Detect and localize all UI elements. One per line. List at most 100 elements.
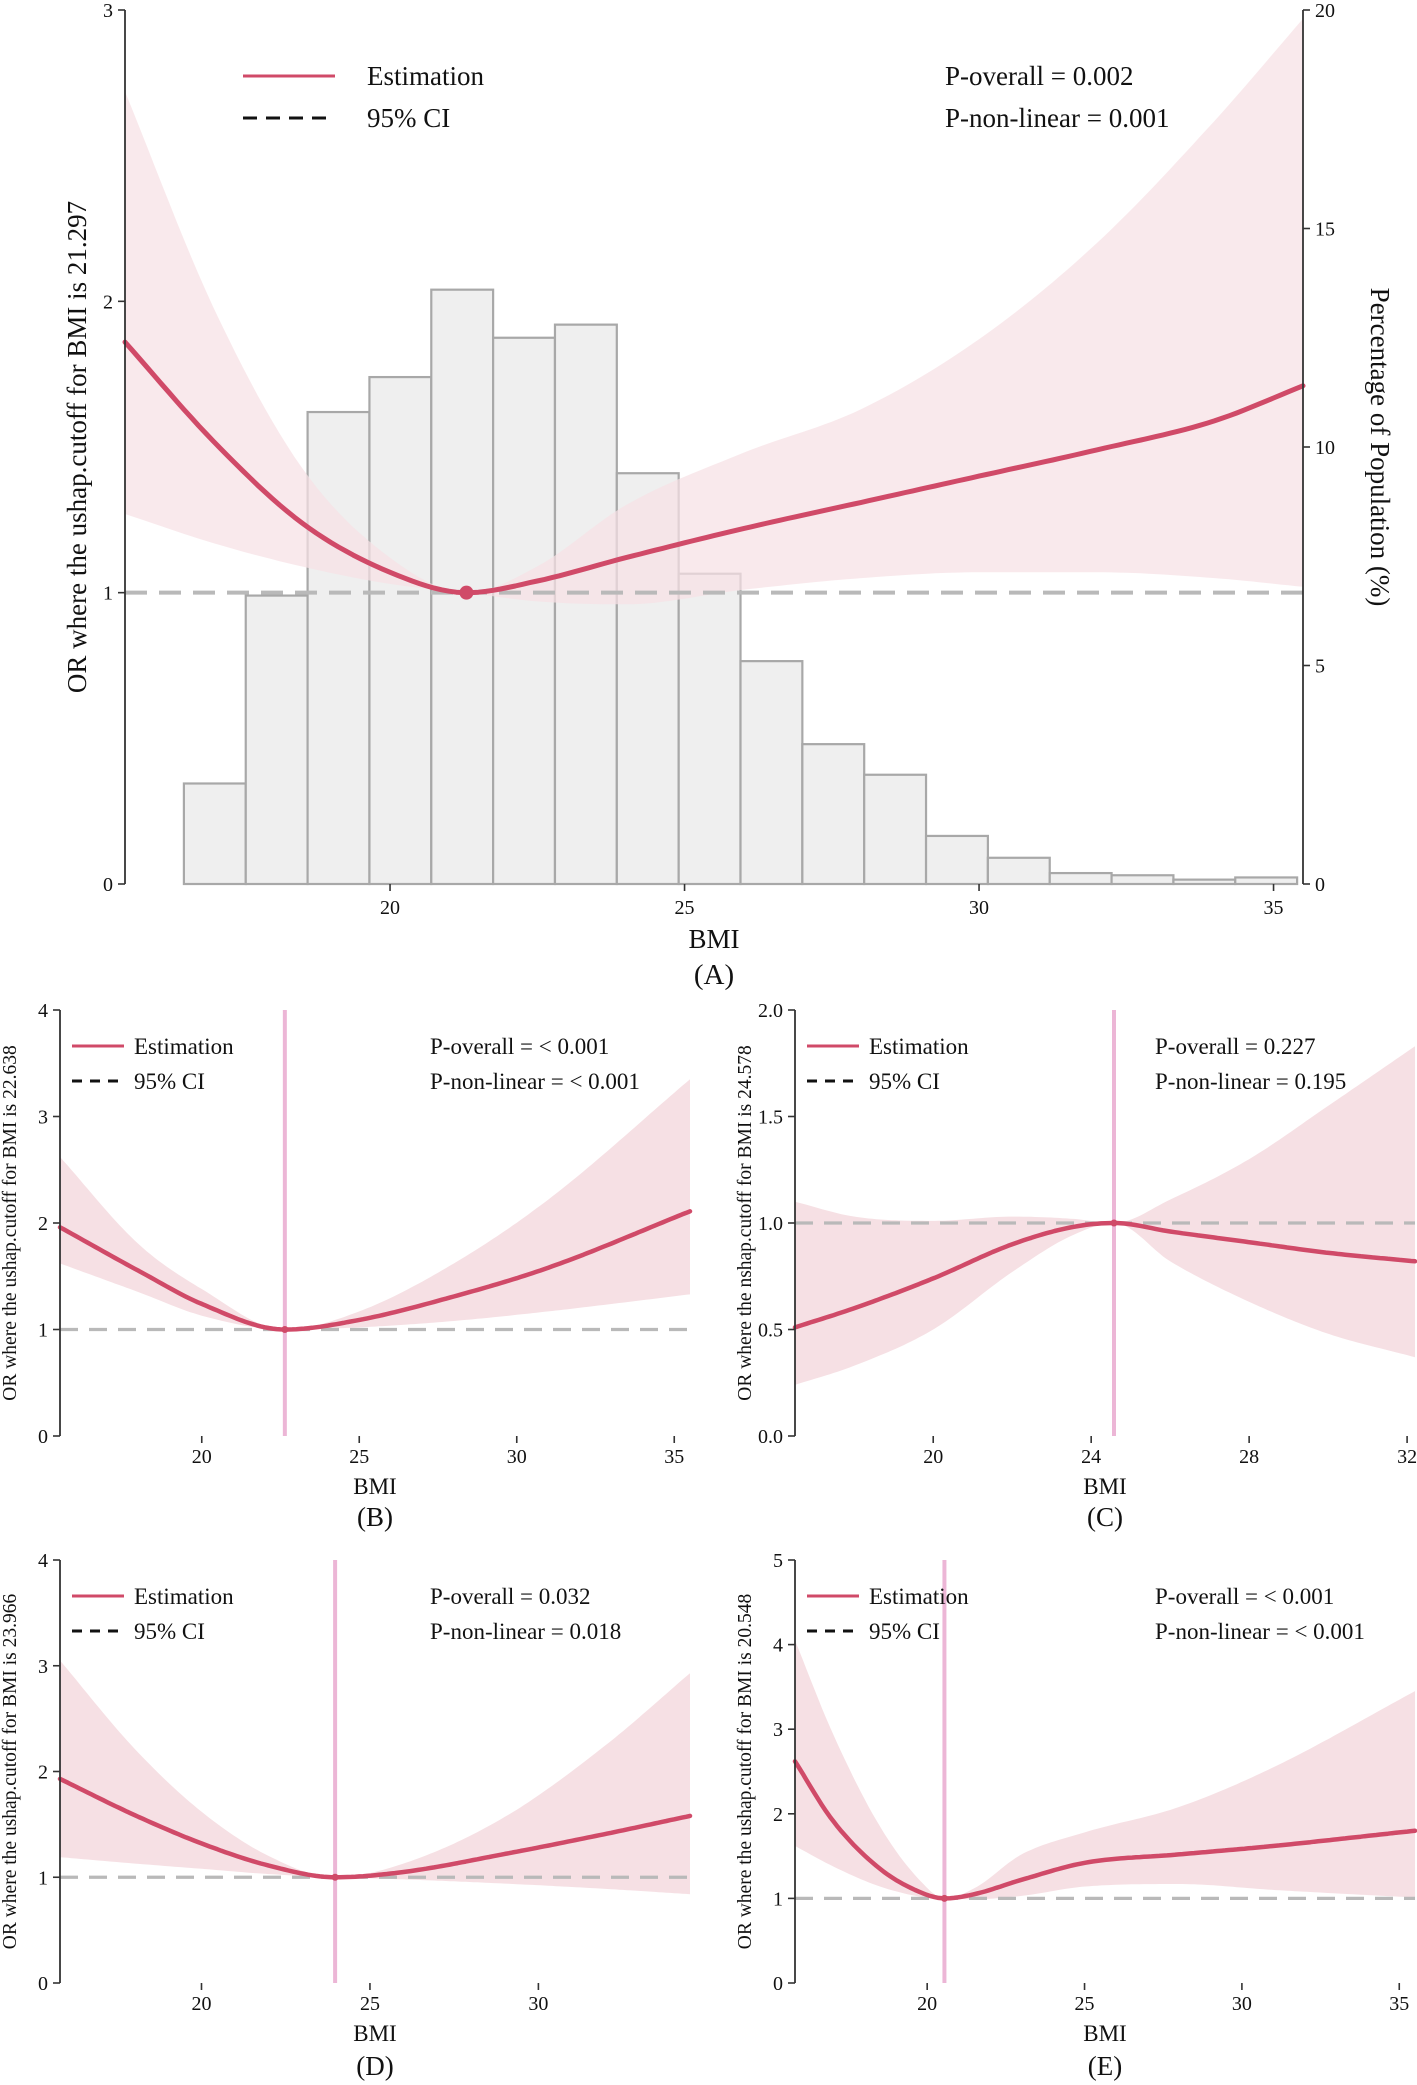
x-axis-title: BMI bbox=[353, 2021, 396, 2046]
y-tick-label: 1.5 bbox=[758, 1107, 783, 1129]
y-tick-label: 2 bbox=[103, 291, 113, 313]
cutoff-point bbox=[1110, 1219, 1118, 1227]
panel-c: 0.0 0.5 1.0 1.5 2.0 20 24 28 32 BMI OR where the n… bbox=[735, 1000, 1417, 1532]
y2-tick-label: 10 bbox=[1315, 437, 1335, 459]
y-tick-label: 2 bbox=[38, 1762, 48, 1784]
panel-label: (C) bbox=[1087, 1502, 1123, 1532]
y-tick-label: 4 bbox=[38, 1000, 48, 1022]
estimate-curve bbox=[57, 1209, 693, 1332]
y-tick-label: 5 bbox=[773, 1550, 783, 1572]
p-value-annotation: P-non-linear = < 0.001 bbox=[430, 1069, 640, 1094]
estimate-curve bbox=[792, 1220, 1417, 1330]
p-value-annotation: P-overall = < 0.001 bbox=[1155, 1584, 1334, 1609]
legend-estimation-label: Estimation bbox=[869, 1584, 969, 1609]
x-tick-label: 20 bbox=[380, 897, 400, 919]
legend: Estimation 95% CI bbox=[243, 61, 484, 133]
y-tick-label: 4 bbox=[773, 1635, 783, 1657]
x-tick-label: 25 bbox=[675, 897, 695, 919]
y-axis-title: OR where the ushap.cutoff for BMI is 23.… bbox=[0, 1594, 21, 1950]
x-tick-label: 35 bbox=[1389, 1993, 1409, 2015]
histogram-bar bbox=[492, 336, 557, 886]
histogram-bar bbox=[924, 834, 989, 886]
legend: Estimation 95% CI bbox=[72, 1034, 234, 1094]
panel-e: 0 1 2 3 4 5 20 25 30 35 BMI OR where the ushap.cuto… bbox=[735, 1550, 1417, 2081]
x-tick-label: 24 bbox=[1081, 1446, 1101, 1468]
histogram-bar bbox=[801, 743, 866, 886]
y-tick-label: 1 bbox=[38, 1867, 48, 1889]
y-tick-label: 3 bbox=[773, 1719, 783, 1741]
p-value-annotation: P-non-linear = < 0.001 bbox=[1155, 1619, 1365, 1644]
y-tick-label: 2.0 bbox=[758, 1000, 783, 1022]
x-tick-label: 35 bbox=[1264, 897, 1284, 919]
x-axis-title: BMI bbox=[688, 924, 739, 954]
x-tick-label: 25 bbox=[349, 1446, 369, 1468]
panel-label: (B) bbox=[357, 1502, 393, 1532]
panel-label: (A) bbox=[694, 959, 734, 991]
y-axis-title: OR where the ushap.cutoff for BMI is 22.… bbox=[0, 1045, 21, 1400]
x-tick-label: 30 bbox=[507, 1446, 527, 1468]
histogram-bar bbox=[306, 410, 371, 886]
legend-estimation-label: Estimation bbox=[134, 1584, 234, 1609]
x-axis-title: BMI bbox=[1083, 1474, 1126, 1499]
y-axis-title: OR where the ushap.cutoff for BMI is 21.… bbox=[62, 201, 92, 693]
x-tick-label: 32 bbox=[1397, 1446, 1417, 1468]
y-tick-label: 3 bbox=[38, 1656, 48, 1678]
ci-band bbox=[795, 1046, 1415, 1385]
y-tick-label: 4 bbox=[38, 1550, 48, 1572]
y-tick-label: 0 bbox=[773, 1973, 783, 1995]
p-value-annotation: P-overall = 0.002 bbox=[945, 61, 1133, 91]
y2-tick-label: 5 bbox=[1315, 656, 1325, 678]
legend-ci-label: 95% CI bbox=[869, 1069, 940, 1094]
histogram-bar bbox=[1234, 876, 1299, 886]
estimate-curve bbox=[122, 339, 1306, 596]
y2-tick-label: 20 bbox=[1315, 0, 1335, 22]
y-tick-label: 2 bbox=[773, 1804, 783, 1826]
legend-ci-label: 95% CI bbox=[367, 103, 450, 133]
y-tick-label: 1 bbox=[773, 1888, 783, 1910]
histogram-bar bbox=[1110, 874, 1175, 886]
histogram-bar bbox=[1048, 871, 1113, 886]
y-tick-label: 0 bbox=[103, 874, 113, 896]
estimate-curve bbox=[792, 1759, 1417, 1901]
histogram-bar bbox=[677, 572, 742, 886]
x-axis-title: BMI bbox=[353, 1474, 396, 1499]
p-value-annotation: P-overall = 0.032 bbox=[430, 1584, 591, 1609]
ci-band bbox=[795, 1640, 1415, 1900]
legend: Estimation 95% CI bbox=[807, 1034, 969, 1094]
legend-estimation-label: Estimation bbox=[869, 1034, 969, 1059]
y2-tick-label: 0 bbox=[1315, 874, 1325, 896]
y-tick-label: 3 bbox=[103, 0, 113, 22]
histogram-bar bbox=[1172, 878, 1237, 886]
y-axis-title: OR where the nshap.cutoff for BMI is 24.… bbox=[735, 1045, 756, 1400]
histogram-bar bbox=[863, 773, 928, 886]
panel-label: (D) bbox=[356, 2051, 393, 2081]
x-tick-label: 20 bbox=[191, 1993, 211, 2015]
x-tick-label: 30 bbox=[528, 1993, 548, 2015]
legend-ci-label: 95% CI bbox=[134, 1619, 205, 1644]
x-tick-label: 25 bbox=[360, 1993, 380, 2015]
legend-estimation-label: Estimation bbox=[367, 61, 484, 91]
cutoff-point bbox=[459, 585, 474, 600]
panel-a: 0 1 2 3 20 25 30 35 0 5 10 15 20 Percentage of Popula… bbox=[62, 0, 1395, 991]
histogram-bar bbox=[986, 856, 1051, 886]
y-tick-label: 0.5 bbox=[758, 1320, 783, 1342]
y-tick-label: 1.0 bbox=[758, 1213, 783, 1235]
estimate-curve bbox=[57, 1776, 693, 1880]
ci-band bbox=[60, 1079, 690, 1330]
p-value-annotation: P-overall = < 0.001 bbox=[430, 1034, 609, 1059]
cutoff-point bbox=[940, 1894, 948, 1902]
x-tick-label: 35 bbox=[664, 1446, 684, 1468]
y-tick-label: 2 bbox=[38, 1213, 48, 1235]
panel-d: 0 1 2 3 4 20 25 30 BMI OR where the ushap.cutoff … bbox=[0, 1550, 693, 2081]
panel-label: (E) bbox=[1088, 2051, 1122, 2081]
x-axis-title: BMI bbox=[1083, 2021, 1126, 2046]
histogram-bar bbox=[739, 660, 804, 886]
y-tick-label: 0 bbox=[38, 1973, 48, 1995]
legend: Estimation 95% CI bbox=[807, 1584, 969, 1644]
histogram-bar bbox=[553, 323, 618, 886]
cutoff-point bbox=[281, 1326, 289, 1333]
histogram-bar bbox=[368, 375, 433, 886]
ci-band bbox=[125, 18, 1303, 605]
legend-ci-label: 95% CI bbox=[134, 1069, 205, 1094]
